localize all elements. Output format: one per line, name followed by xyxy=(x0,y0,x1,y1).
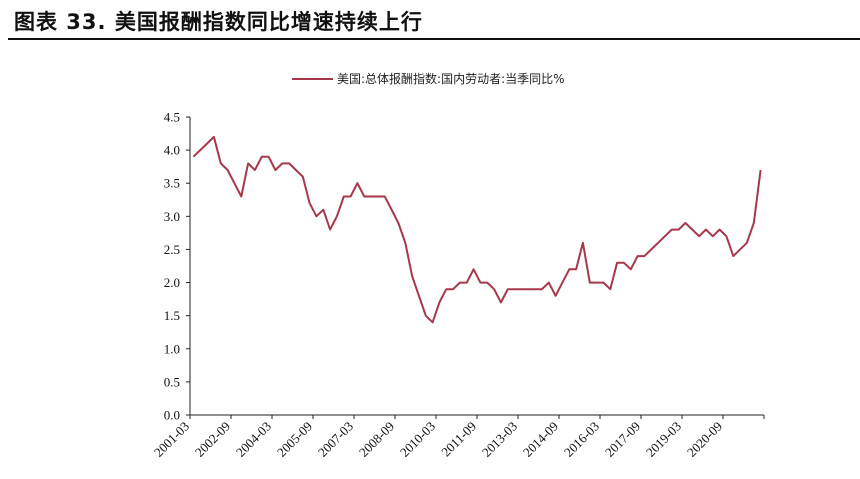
x-tick-label: 2011-09 xyxy=(438,419,479,460)
x-tick-label: 2005-09 xyxy=(274,419,315,460)
figure-title: 图表 33. 美国报酬指数同比增速持续上行 xyxy=(14,10,423,34)
y-tick-label: 0.5 xyxy=(164,374,180,389)
x-tick-label: 2010-03 xyxy=(397,419,438,460)
y-tick-label: 2.5 xyxy=(164,242,180,257)
x-tick-label: 2001-03 xyxy=(151,419,192,460)
y-tick-label: 1.0 xyxy=(164,341,180,356)
y-tick-label: 0.0 xyxy=(164,408,180,423)
series-line xyxy=(192,135,762,324)
x-tick-label: 2013-03 xyxy=(479,419,520,460)
axes xyxy=(186,116,765,419)
y-tick-label: 3.5 xyxy=(164,176,180,191)
x-tick-label: 2008-09 xyxy=(356,419,397,460)
legend-label: 美国:总体报酬指数:国内劳动者:当季同比% xyxy=(337,71,565,86)
x-tick-label: 2007-03 xyxy=(315,419,356,460)
y-tick-label: 2.0 xyxy=(164,275,180,290)
x-tick-label: 2016-03 xyxy=(561,419,602,460)
x-tick-label: 2004-03 xyxy=(233,419,274,460)
x-tick-label: 2014-09 xyxy=(520,419,561,460)
x-tick-label: 2020-09 xyxy=(684,419,725,460)
y-tick-label: 3.0 xyxy=(164,209,180,224)
x-tick-label: 2017-09 xyxy=(602,419,643,460)
legend: 美国:总体报酬指数:国内劳动者:当季同比% xyxy=(292,71,565,86)
y-tick-label: 4.0 xyxy=(164,143,180,158)
x-tick-label: 2019-03 xyxy=(643,419,684,460)
y-tick-label: 1.5 xyxy=(164,308,180,323)
title-rule xyxy=(8,38,860,40)
x-tick-label: 2002-09 xyxy=(192,419,233,460)
y-tick-label: 4.5 xyxy=(164,110,180,125)
